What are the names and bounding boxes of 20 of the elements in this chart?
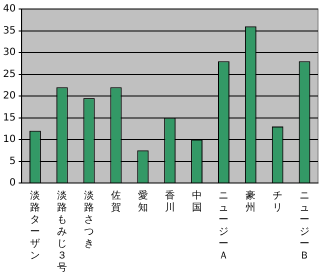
y-tick-label: 0 [9,178,16,189]
y-tick-label: 30 [2,47,16,58]
x-tick-label: 淡路ターザン [30,190,40,262]
x-tick-label: 香川 [164,190,175,214]
x-tick-label: チリ [272,190,283,214]
y-tick-label: 5 [9,156,16,167]
x-tick-label: 淡路もみじ３号 [57,190,68,274]
x-tick-label: ニュージーＢ [300,190,310,262]
y-tick-label: 10 [2,134,16,146]
x-tick-label: 豪州 [246,190,256,214]
x-tick-label: 佐賀 [110,190,121,214]
x-tick-label: 愛知 [138,190,148,214]
x-tick-label: 淡路さつき [84,190,94,250]
y-tick-label: 20 [2,90,16,102]
y-tick-label: 25 [2,68,16,80]
y-tick-label: 35 [2,25,16,36]
y-tick-label: 15 [2,112,16,124]
x-tick-label: 中国 [192,190,202,214]
y-tick-label: 40 [2,4,16,15]
x-tick-label: ニュージーＡ [218,190,229,262]
